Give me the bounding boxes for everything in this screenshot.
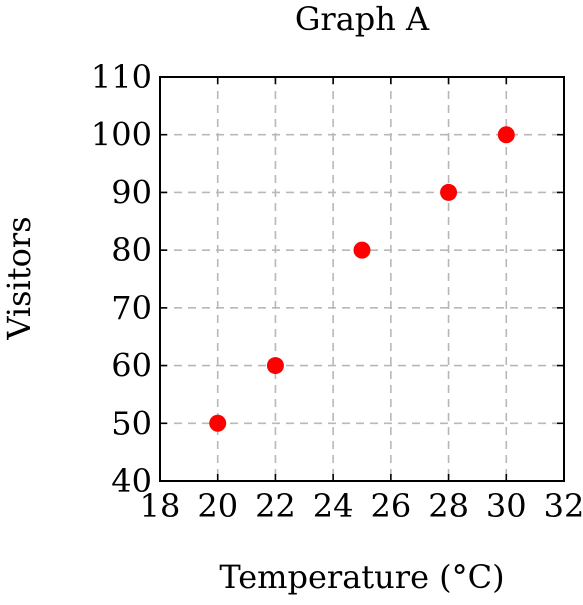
x-axis-title: Temperature (°C) — [219, 558, 504, 596]
x-tick-label: 24 — [313, 487, 354, 525]
data-points — [209, 126, 515, 432]
x-tick-label: 20 — [197, 487, 238, 525]
x-tick-label: 30 — [486, 487, 527, 525]
x-tick-label: 28 — [428, 487, 469, 525]
y-tick-label: 40 — [111, 462, 152, 500]
x-tick-label: 22 — [255, 487, 296, 525]
y-axis-title: Visitors — [0, 216, 38, 340]
x-tick-label: 26 — [370, 487, 411, 525]
y-tick-label: 80 — [111, 231, 152, 269]
y-tick-label: 60 — [111, 347, 152, 385]
data-point — [353, 241, 371, 259]
data-point — [497, 126, 515, 144]
plot-area-frame — [159, 76, 565, 482]
data-point — [266, 357, 284, 375]
data-point — [440, 183, 458, 201]
x-tick-label: 32 — [544, 487, 583, 525]
data-point — [209, 414, 227, 432]
y-tick-label: 70 — [111, 289, 152, 327]
ticks: 18 20 22 24 26 28 30 32 40 50 60 70 80 90 100 110 — [91, 58, 583, 525]
y-tick-label: 100 — [91, 116, 152, 154]
y-tick-label: 110 — [91, 58, 152, 96]
x-tick-label: 18 — [140, 487, 181, 525]
y-tick-label: 50 — [111, 404, 152, 442]
chart-title: Graph A — [295, 0, 430, 38]
y-tick-label: 90 — [111, 173, 152, 211]
